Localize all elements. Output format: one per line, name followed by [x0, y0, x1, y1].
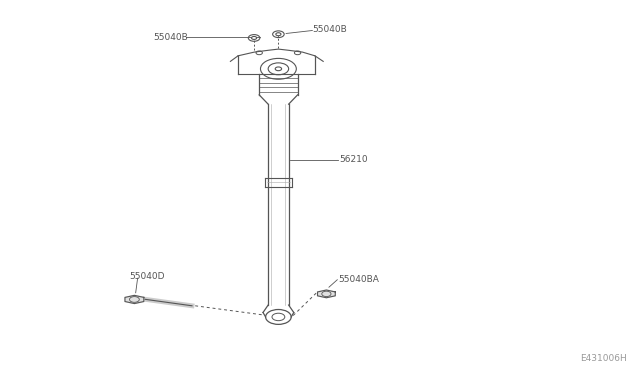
Text: 55040D: 55040D: [129, 272, 164, 280]
Circle shape: [276, 33, 281, 36]
Text: E431006H: E431006H: [580, 354, 627, 363]
Text: 55040B: 55040B: [312, 25, 347, 34]
Text: 55040BA: 55040BA: [338, 275, 379, 283]
Polygon shape: [317, 290, 335, 298]
Text: 56210: 56210: [339, 155, 368, 164]
Circle shape: [252, 36, 257, 39]
Text: 55040B: 55040B: [154, 33, 188, 42]
Polygon shape: [125, 295, 144, 304]
Circle shape: [275, 67, 282, 71]
